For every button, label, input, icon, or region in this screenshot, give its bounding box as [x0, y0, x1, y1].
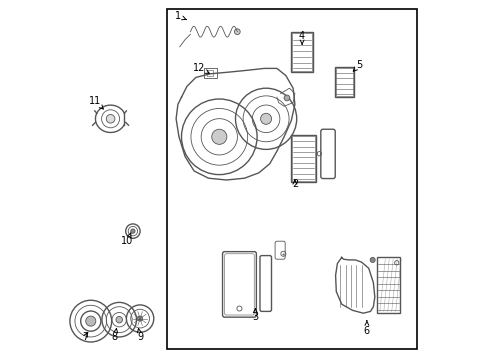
Text: 7: 7	[82, 332, 88, 342]
Text: 3: 3	[252, 309, 258, 322]
Bar	[203, 68, 216, 78]
Circle shape	[234, 29, 240, 35]
Circle shape	[106, 114, 115, 123]
Text: 12: 12	[193, 63, 209, 73]
Text: 9: 9	[137, 328, 143, 342]
Text: 4: 4	[299, 31, 305, 44]
Circle shape	[284, 95, 289, 101]
Bar	[291, 32, 312, 72]
Circle shape	[130, 229, 135, 233]
Bar	[334, 67, 354, 97]
Circle shape	[116, 316, 122, 323]
Text: 1: 1	[175, 11, 186, 21]
Circle shape	[137, 316, 142, 321]
Circle shape	[260, 113, 271, 124]
Text: 5: 5	[352, 60, 362, 71]
Bar	[335, 68, 352, 96]
Text: 10: 10	[121, 233, 133, 246]
Circle shape	[85, 316, 96, 326]
Bar	[206, 70, 213, 76]
Bar	[292, 33, 311, 71]
Text: 6: 6	[363, 321, 369, 336]
Bar	[292, 136, 314, 181]
Bar	[376, 257, 400, 313]
Bar	[291, 135, 315, 182]
Bar	[167, 9, 416, 349]
Circle shape	[369, 257, 374, 262]
Circle shape	[211, 129, 226, 144]
Text: 8: 8	[112, 328, 118, 342]
Text: 11: 11	[89, 96, 103, 109]
Text: 2: 2	[291, 179, 297, 189]
